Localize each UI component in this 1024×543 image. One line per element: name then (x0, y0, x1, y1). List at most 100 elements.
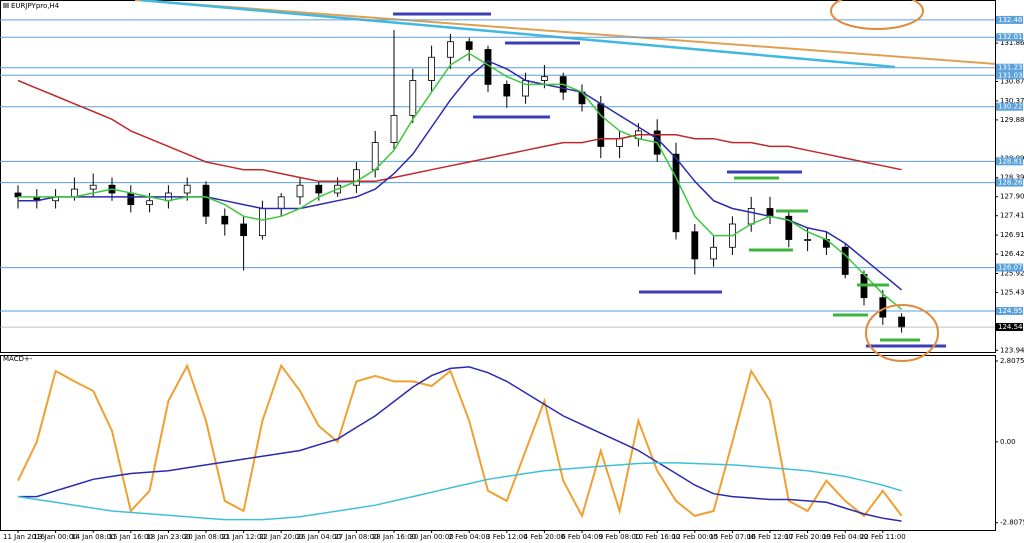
x-tick-label: 28 Jan 16:00 (372, 533, 416, 541)
x-tick-label: 10 Feb 16:00 (634, 533, 680, 541)
candle-body (541, 76, 548, 81)
y-tick-label: 127.414 (1000, 212, 1024, 220)
indicator-line (17, 363, 903, 519)
candle-body (277, 196, 285, 209)
candle-body (296, 184, 304, 198)
candle-body (409, 80, 417, 116)
x-tick-label: 27 Jan 08:00 (334, 533, 378, 541)
symbol-icon (3, 3, 9, 8)
candle-body (221, 215, 229, 225)
candle-body (446, 41, 454, 58)
current-price-label: 124.544 (998, 323, 1024, 331)
level-label: 132.016 (998, 33, 1024, 41)
indicator-line (18, 52, 903, 310)
y-tick-label: -2.8075 (1000, 519, 1024, 527)
candle-body (240, 223, 248, 237)
candle-body (127, 192, 135, 206)
level-label: 126.077 (998, 264, 1024, 272)
level-label-box (996, 306, 1023, 315)
x-tick-label: 4 Feb 20:00 (524, 533, 565, 541)
indicator-line (17, 462, 902, 521)
y-tick-label: 126.424 (1000, 250, 1024, 258)
macd-plot (17, 363, 903, 522)
candle-body (390, 115, 398, 143)
y-tick-label: 127.904 (1000, 193, 1024, 201)
level-label: 131.230 (998, 64, 1024, 72)
y-tick-label: 125.924 (1000, 270, 1024, 278)
level-label-box (996, 33, 1023, 42)
x-tick-label: 22 Jan 20:00 (259, 533, 303, 541)
level-label-box (996, 15, 1023, 24)
level-label: 131.035 (998, 71, 1024, 79)
indicator-line (18, 60, 903, 291)
x-tick-label: 30 Jan 00:00 (409, 533, 453, 541)
candle-body (371, 142, 379, 171)
x-tick-label: 3 Feb 12:00 (486, 533, 527, 541)
x-tick-label: 21 Jan 12:00 (221, 533, 265, 541)
candle-body (146, 200, 154, 206)
candle-body (766, 208, 774, 217)
x-tick-label: 18 Jan 23:00 (146, 533, 190, 541)
current-price-box (996, 323, 1023, 332)
level-label: 128.816 (998, 157, 1024, 165)
indicator-title: MACD+- (3, 355, 33, 363)
level-label: 132.462 (998, 16, 1024, 24)
y-tick-label: 0.00 (1000, 438, 1016, 446)
y-tick-label: 126.914 (1000, 231, 1024, 239)
candle-body (672, 153, 680, 233)
indicator-line (17, 79, 902, 183)
x-tick-label: 6 Feb 04:00 (561, 533, 602, 541)
candle-body (352, 169, 360, 186)
indicator-line (18, 366, 902, 522)
x-tick-label: 12 Feb 00:00 (672, 533, 718, 541)
candle-body (428, 56, 436, 81)
candle-body (616, 138, 623, 147)
x-tick-label: 14 Jan 08:00 (71, 533, 115, 541)
trend-line (139, 0, 896, 69)
candle-body (202, 184, 210, 217)
y-tick-label: 129.884 (1000, 116, 1024, 124)
chart-title: EURJPYpro,H4 (11, 2, 60, 10)
x-tick-label: 19 Feb 04:00 (822, 533, 868, 541)
y-tick-label: 130.874 (1000, 78, 1024, 86)
y-tick-label: 125.434 (1000, 289, 1024, 297)
annotations (393, 0, 946, 362)
x-tick-label: 13 Jan 00:00 (33, 533, 77, 541)
level-label-box (996, 263, 1023, 272)
level-label-box (996, 71, 1023, 80)
trend-line (134, 0, 995, 65)
level-label-box (996, 63, 1023, 72)
y-tick-label: 130.374 (1000, 97, 1024, 105)
candle-body (597, 103, 605, 147)
candle-body (465, 41, 473, 50)
level-label: 124.958 (998, 307, 1024, 315)
candle-body (804, 239, 811, 241)
x-tick-label: 2 Feb 04:00 (448, 533, 489, 541)
level-label: 128.268 (998, 179, 1024, 187)
candle-body (183, 184, 191, 194)
x-tick-label: 16 Feb 12:00 (747, 533, 793, 541)
candle-body (691, 231, 699, 260)
candle-body (503, 83, 511, 97)
x-tick-label: 9 Feb 08:00 (599, 533, 640, 541)
x-tick-label: 17 Feb 20:00 (785, 533, 831, 541)
highlight-ellipse (830, 0, 924, 30)
x-tick-label: 22 Feb 11:00 (860, 533, 906, 541)
y-tick-label: 123.944 (1000, 346, 1024, 354)
macd-panel (0, 355, 996, 531)
candle-body (89, 184, 97, 190)
candle-body (258, 208, 266, 237)
level-label-box (996, 178, 1023, 187)
candle-body (785, 215, 793, 240)
candle-body (841, 246, 849, 275)
candle-body (898, 316, 905, 328)
y-tick-label: 131.864 (1000, 39, 1024, 47)
x-tick-label: 20 Jan 08:00 (184, 533, 228, 541)
candle-body (710, 246, 717, 260)
x-tick-label: 15 Jan 16:00 (109, 533, 153, 541)
candle-body (315, 184, 323, 194)
level-label-box (996, 102, 1023, 111)
main-plot (0, 0, 995, 333)
y-tick-label: 2.8075 (1000, 357, 1024, 365)
